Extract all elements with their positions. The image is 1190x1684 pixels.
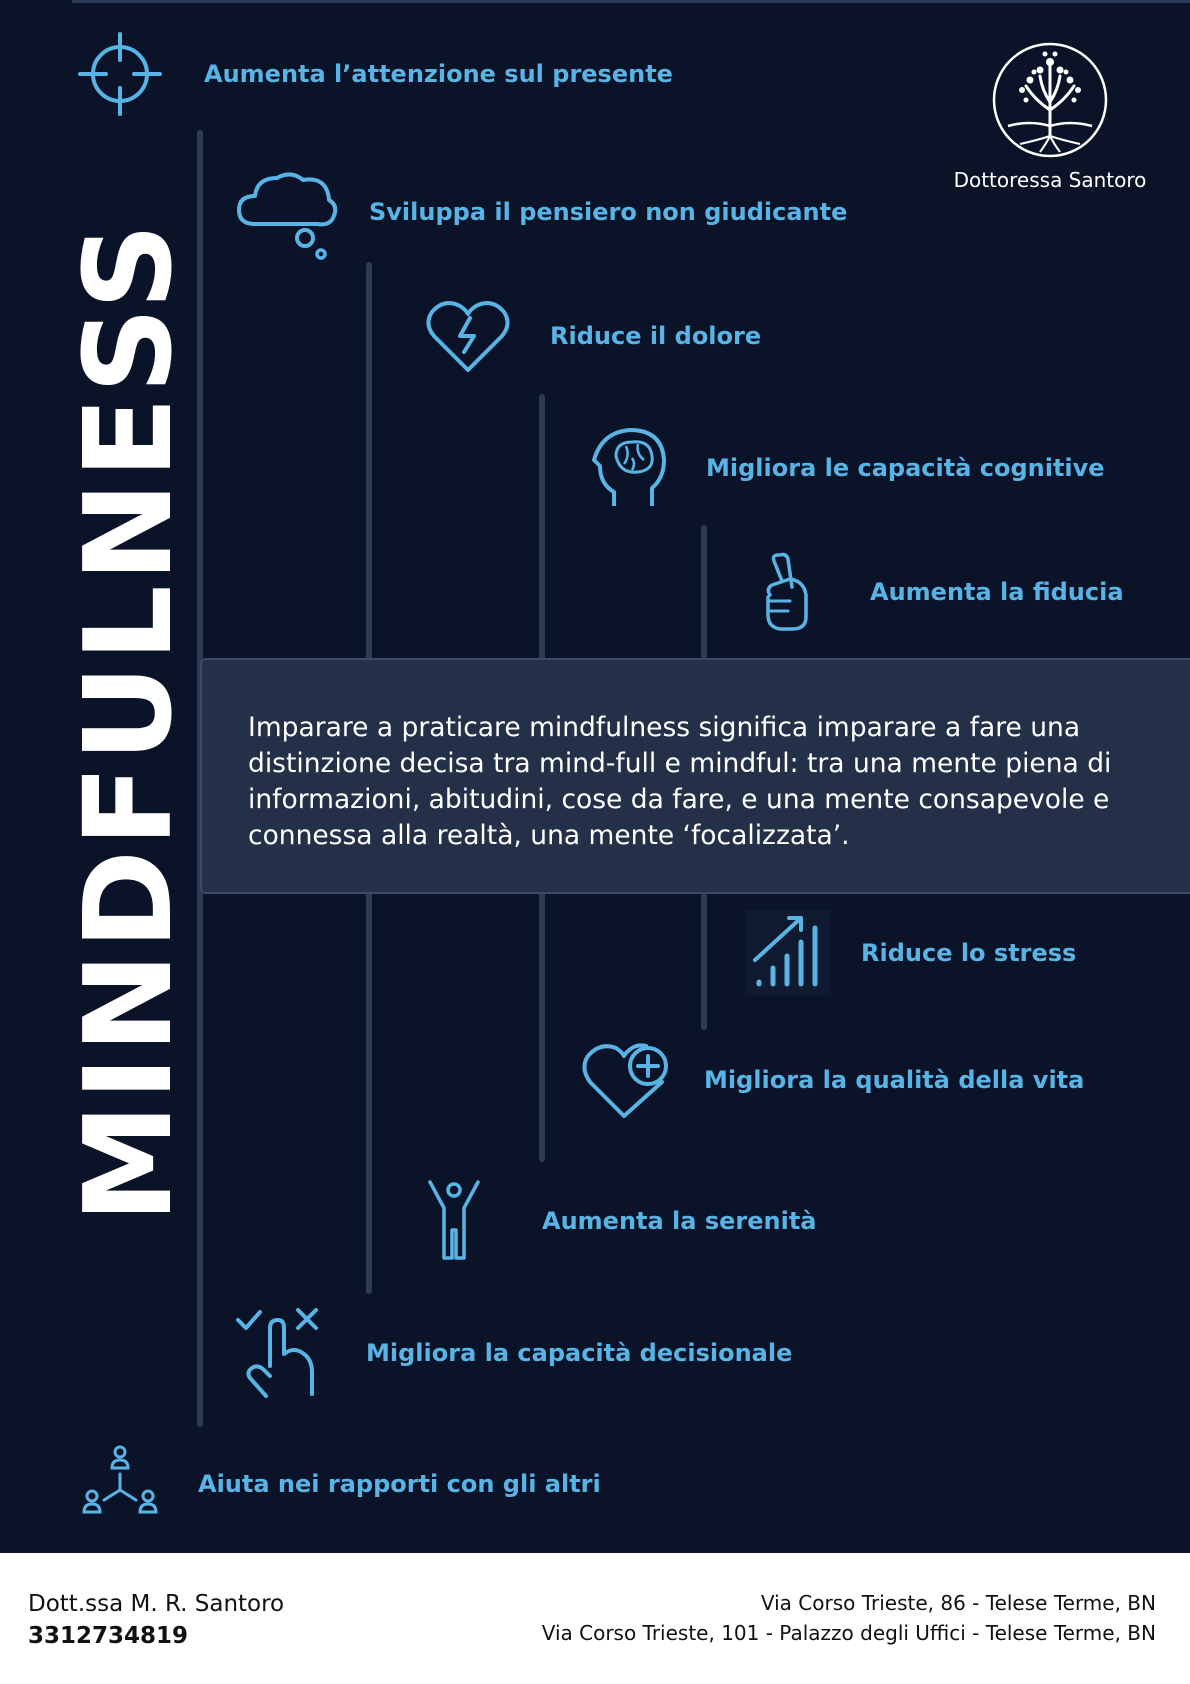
page-title: MINDFULNESS [60, 220, 199, 1223]
benefit-label: Aumenta l’attenzione sul presente [204, 60, 673, 88]
benefit-label: Sviluppa il pensiero non giudicante [369, 198, 848, 226]
phone-number[interactable]: 3312734819 [28, 1623, 189, 1649]
tree-logo-icon [992, 42, 1108, 158]
brand-logo: Dottoressa Santoro [940, 40, 1160, 192]
benefit-label: Riduce il dolore [550, 322, 762, 350]
brand-name: Dottoressa Santoro [953, 168, 1147, 192]
footer: Dott.ssa M. R. Santoro 3312734819 Via Co… [0, 1553, 1190, 1684]
address-secondary: Via Corso Trieste, 101 - Palazzo degli U… [541, 1621, 1156, 1645]
quote-box: Imparare a praticare mindfulness signifi… [200, 658, 1190, 894]
hand-check-cross-icon [236, 1306, 326, 1400]
benefit-label: Migliora le capacità cognitive [706, 454, 1105, 482]
benefit-pain: Riduce il dolore [424, 298, 761, 374]
benefit-label: Riduce lo stress [861, 939, 1077, 967]
top-rule [72, 0, 1190, 3]
target-icon [76, 30, 164, 118]
person-arms-up-icon [426, 1180, 482, 1262]
benefit-label: Aumenta la serenità [542, 1207, 817, 1235]
benefit-quality-of-life: Migliora la qualità della vita [580, 1040, 1084, 1120]
benefit-cognitive: Migliora le capacità cognitive [592, 426, 1105, 510]
brain-head-icon [592, 426, 668, 510]
crossed-fingers-icon [760, 551, 814, 633]
benefit-serenity: Aumenta la serenità [426, 1180, 817, 1262]
benefit-label: Migliora la qualità della vita [704, 1066, 1085, 1094]
benefit-non-judging: Sviluppa il pensiero non giudicante [233, 162, 847, 262]
quote-text: Imparare a praticare mindfulness signifi… [248, 712, 1112, 851]
benefit-stress: Riduce lo stress [745, 910, 1076, 996]
benefit-label: Aiuta nei rapporti con gli altri [198, 1470, 601, 1498]
benefit-relationships: Aiuta nei rapporti con gli altri [80, 1444, 601, 1524]
people-network-icon [80, 1444, 160, 1524]
benefit-label: Migliora la capacità decisionale [366, 1339, 793, 1367]
benefit-decision: Migliora la capacità decisionale [236, 1306, 792, 1400]
benefit-label: Aumenta la fiducia [870, 578, 1124, 606]
signal-bars-icon [745, 910, 831, 996]
broken-heart-icon [424, 298, 512, 374]
benefit-attention: Aumenta l’attenzione sul presente [76, 30, 673, 118]
address-primary: Via Corso Trieste, 86 - Telese Terme, BN [760, 1591, 1156, 1615]
thought-cloud-icon [233, 162, 343, 262]
doctor-name: Dott.ssa M. R. Santoro [28, 1591, 285, 1617]
heart-plus-icon [580, 1040, 674, 1120]
benefit-trust: Aumenta la fiducia [760, 551, 1124, 633]
